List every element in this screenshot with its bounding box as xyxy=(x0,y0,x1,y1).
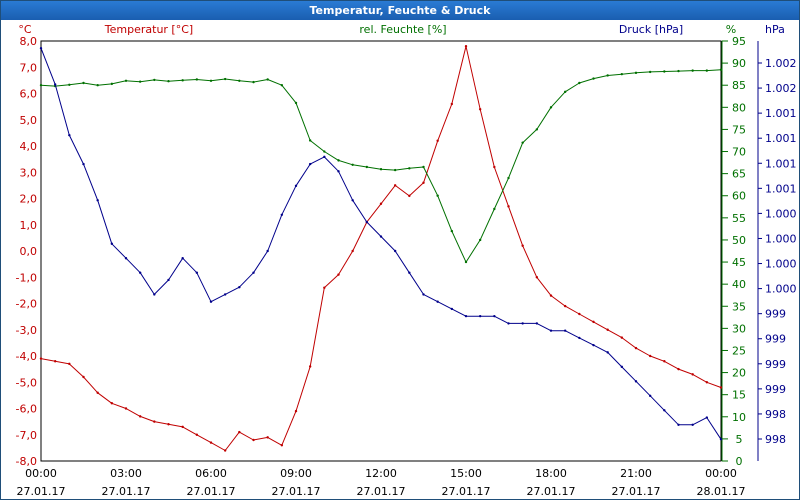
humidity-tick-label: 90 xyxy=(732,57,746,70)
axes xyxy=(40,40,762,462)
temp-tick-label: -2,0 xyxy=(16,298,37,311)
humidity-tick-label: 60 xyxy=(732,190,746,203)
humidity-tick-label: 30 xyxy=(732,322,746,335)
tick-labels: 8,0 7,0 6,0 5,0 4,0 3,0 2,0 1,0 0,0 -1,0 -2,0 -3,0 -… xyxy=(16,23,797,498)
plot-area xyxy=(40,40,722,462)
x-tick-date: 27.01.17 xyxy=(187,485,236,498)
humidity-tick-label: 40 xyxy=(732,278,746,291)
series-title: Temperatur [°C] xyxy=(104,23,193,36)
humidity-tick-label: 50 xyxy=(732,234,746,247)
humidity-unit-label: % xyxy=(726,23,736,36)
x-tick-date: 27.01.17 xyxy=(272,485,321,498)
humidity-tick-label: 20 xyxy=(732,367,746,380)
temp-tick-label: -7,0 xyxy=(16,429,37,442)
pressure-tick-label: 1.001 xyxy=(765,107,797,120)
x-tick-time: 09:00 xyxy=(280,467,312,480)
temp-tick-label: -4,0 xyxy=(16,350,37,363)
temp-tick-label: 3,0 xyxy=(20,166,38,179)
temp-tick-label: 6,0 xyxy=(20,88,38,101)
temp-tick-label: -8,0 xyxy=(16,455,37,468)
humidity-tick-label: 5 xyxy=(736,433,743,446)
x-tick-time: 18:00 xyxy=(535,467,567,480)
x-tick-time: 00:00 xyxy=(705,467,737,480)
pressure-tick-label: 999 xyxy=(765,383,786,396)
pressure-tick-label: 1.000 xyxy=(765,283,797,296)
pressure-unit-label: hPa xyxy=(765,23,785,36)
pressure-tick-label: 1.002 xyxy=(765,57,797,70)
pressure-tick-label: 998 xyxy=(765,408,786,421)
humidity-tick-label: 15 xyxy=(732,389,746,402)
humidity-tick-label: 10 xyxy=(732,411,746,424)
pressure-tick-label: 999 xyxy=(765,308,786,321)
temperature-line-group xyxy=(39,45,723,452)
x-tick-time: 00:00 xyxy=(25,467,57,480)
humidity-tick-label: 45 xyxy=(732,256,746,269)
x-tick-time: 21:00 xyxy=(620,467,652,480)
pressure-tick-label: 1.000 xyxy=(765,207,797,220)
pressure-tick-label: 1.000 xyxy=(765,232,797,245)
temp-tick-label: 1,0 xyxy=(20,219,38,232)
pressure-tick-label: 999 xyxy=(765,333,786,346)
pressure-tick-label: 1.001 xyxy=(765,157,797,170)
pressure-tick-label: 1.002 xyxy=(765,82,797,95)
temp-tick-label: -3,0 xyxy=(16,324,37,337)
x-tick-date: 28.01.17 xyxy=(697,485,746,498)
temp-tick-label: 5,0 xyxy=(20,114,38,127)
temp-tick-label: 7,0 xyxy=(20,61,38,74)
x-tick-date: 27.01.17 xyxy=(102,485,151,498)
humidity-tick-label: 95 xyxy=(732,35,746,48)
humidity-tick-label: 55 xyxy=(732,212,746,225)
humidity-line-group xyxy=(39,68,723,264)
pressure-tick-label: 1.000 xyxy=(765,258,797,271)
x-tick-time: 12:00 xyxy=(365,467,397,480)
series-layer xyxy=(39,45,723,452)
temp-tick-label: -5,0 xyxy=(16,376,37,389)
x-tick-date: 27.01.17 xyxy=(442,485,491,498)
x-tick-date: 27.01.17 xyxy=(357,485,406,498)
pressure-tick-label: 999 xyxy=(765,358,786,371)
series-title: rel. Feuchte [%] xyxy=(359,23,446,36)
humidity-tick-label: 85 xyxy=(732,79,746,92)
pressure-tick-label: 1.001 xyxy=(765,132,797,145)
humidity-tick-label: 0 xyxy=(736,455,743,468)
temp-tick-label: -6,0 xyxy=(16,403,37,416)
series-title: Druck [hPa] xyxy=(619,23,683,36)
temp-tick-label: 0,0 xyxy=(20,245,38,258)
x-tick-time: 03:00 xyxy=(110,467,142,480)
temp-tick-label: -1,0 xyxy=(16,271,37,284)
x-tick-time: 06:00 xyxy=(195,467,227,480)
x-tick-date: 27.01.17 xyxy=(17,485,66,498)
x-tick-date: 27.01.17 xyxy=(612,485,661,498)
pressure-line-group xyxy=(39,47,723,441)
pressure-tick-label: 998 xyxy=(765,433,786,446)
humidity-tick-label: 25 xyxy=(732,344,746,357)
temp-unit-label: °C xyxy=(18,23,32,36)
pressure-tick-label: 1.001 xyxy=(765,182,797,195)
x-tick-time: 15:00 xyxy=(450,467,482,480)
humidity-line xyxy=(40,69,722,263)
temp-tick-label: 2,0 xyxy=(20,193,38,206)
chart-svg: 8,0 7,0 6,0 5,0 4,0 3,0 2,0 1,0 0,0 -1,0 -2,0 -3,0 -… xyxy=(16,23,797,498)
pressure-line xyxy=(40,48,722,440)
humidity-tick-label: 65 xyxy=(732,168,746,181)
humidity-tick-label: 75 xyxy=(732,123,746,136)
temp-tick-label: 8,0 xyxy=(20,35,38,48)
humidity-tick-label: 80 xyxy=(732,101,746,114)
temperature-line xyxy=(40,45,722,451)
window-title: Temperatur, Feuchte & Druck xyxy=(1,1,799,20)
temp-tick-label: 4,0 xyxy=(20,140,38,153)
humidity-tick-label: 35 xyxy=(732,300,746,313)
x-tick-date: 27.01.17 xyxy=(527,485,576,498)
humidity-tick-label: 70 xyxy=(732,146,746,159)
